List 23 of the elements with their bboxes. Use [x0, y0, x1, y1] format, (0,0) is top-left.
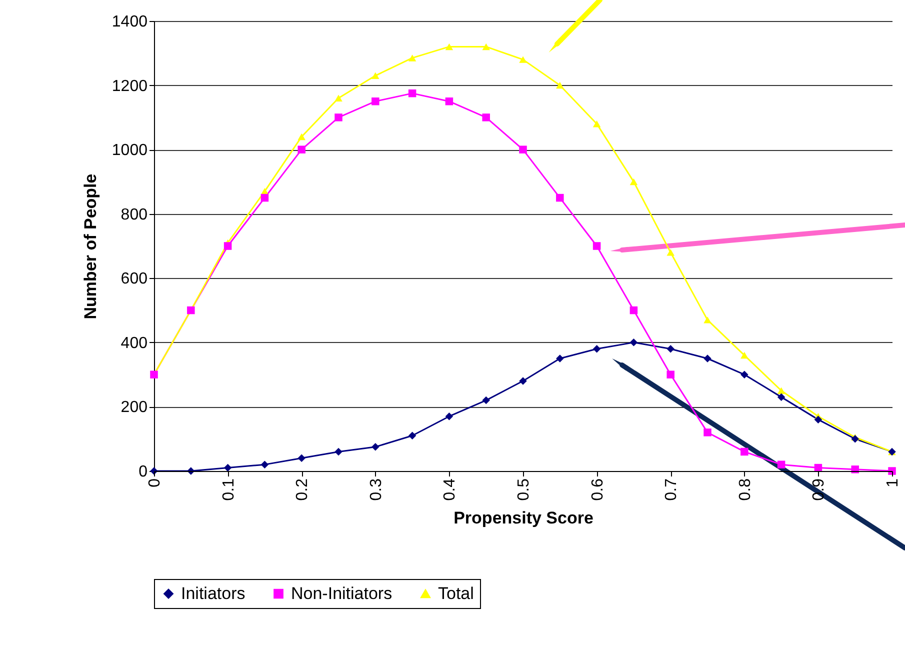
x-tick-label: 0.1 [220, 478, 238, 501]
x-tick-label: 1 [884, 478, 902, 488]
y-tick-label: 1200 [112, 78, 148, 95]
y-tick-label: 400 [120, 334, 148, 352]
y-tick-label: 1000 [112, 142, 148, 160]
y-tick-label: 200 [120, 399, 148, 416]
legend-label: Initiators [181, 584, 246, 603]
y-tick-label: 600 [120, 270, 148, 288]
x-tick-label: 0 [146, 478, 164, 488]
legend-label: Total [438, 584, 474, 603]
x-axis-title: Propensity Score [454, 508, 594, 528]
y-axis-title: Number of People [80, 174, 100, 320]
x-tick-label: 0.8 [736, 478, 754, 501]
legend-label: Non-Initiators [291, 584, 392, 603]
y-tick-label: 800 [120, 206, 148, 224]
y-tick-label: 1400 [112, 14, 148, 30]
x-tick-label: 0.7 [663, 478, 680, 501]
x-tick-label: 0.3 [368, 478, 385, 501]
x-tick-label: 0.4 [442, 478, 459, 501]
x-tick-label: 0.2 [294, 478, 312, 501]
x-tick-label: 0.5 [516, 478, 532, 501]
x-tick-label: 0.6 [589, 478, 606, 501]
x-tick-label: 0.9 [810, 478, 828, 501]
